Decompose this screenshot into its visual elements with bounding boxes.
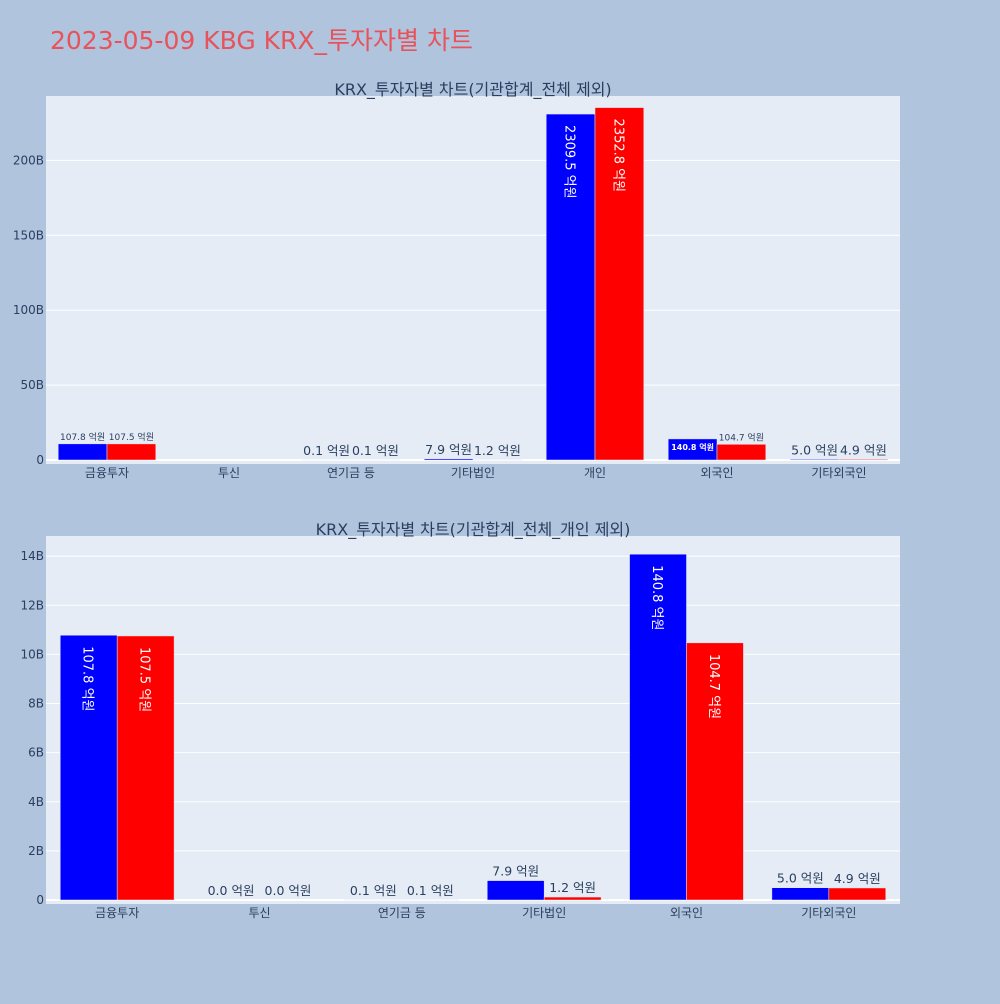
bar-series-2 (544, 897, 601, 900)
x-tick-label: 외국인 (670, 906, 703, 920)
x-tick-label: 기타법인 (522, 906, 566, 920)
page-title: 2023-05-09 KBG KRX_투자자별 차트 (50, 26, 473, 55)
x-tick-label: 기타법인 (451, 466, 495, 480)
data-label: 140.8 억원 (649, 565, 664, 630)
data-label: 5.0 억원 (777, 871, 824, 886)
y-tick-label: 14B (20, 549, 44, 563)
bar-series-1 (487, 881, 544, 900)
y-tick-label: 12B (20, 598, 44, 612)
data-label: 0.0 억원 (208, 883, 255, 898)
y-tick-label: 4B (28, 795, 44, 809)
chart-title: KRX_투자자별 차트(기관합계_전체 제외) (334, 80, 611, 100)
data-label: 2352.8 억원 (610, 119, 625, 193)
data-label: 7.9 억원 (425, 442, 472, 457)
x-tick-label: 연기금 등 (327, 466, 375, 480)
y-tick-label: 6B (28, 746, 44, 760)
bar-series-1 (772, 888, 829, 900)
chart-bottom: 0 2B 4B 6B 8B 10B 12B 14B KRX_투자자별 차트(기관합계_전체_개인… (20, 520, 900, 920)
x-tick-label: 금융투자 (85, 466, 129, 480)
data-label: 0.1 억원 (350, 883, 397, 898)
data-label: 4.9 억원 (834, 871, 881, 886)
x-tick-label: 기타외국인 (801, 906, 856, 920)
plot-area (46, 96, 900, 464)
data-label: 0.0 억원 (265, 883, 312, 898)
y-tick-label: 100B (13, 303, 44, 317)
chart-title: KRX_투자자별 차트(기관합계_전체_개인 제외) (316, 520, 631, 540)
x-tick-label: 금융투자 (95, 906, 139, 920)
y-tick-label: 150B (13, 228, 44, 242)
bar-series-1 (58, 444, 107, 460)
y-tick-label: 50B (20, 378, 44, 392)
x-tick-label: 외국인 (700, 466, 733, 480)
data-label: 104.7 억원 (706, 654, 721, 719)
chart-top: 0 50B 100B 150B 200B KRX_투자자별 차트(기관합계_전체 제외) 금… (13, 80, 900, 480)
bar-series-2 (829, 888, 886, 900)
x-tick-label: 연기금 등 (378, 906, 426, 920)
data-label: 107.8 억원 (80, 646, 95, 711)
data-label: 1.2 억원 (549, 880, 596, 895)
data-label: 0.1 억원 (303, 443, 350, 458)
bar-series-1 (790, 459, 839, 460)
bar-series-1 (424, 459, 473, 460)
bar-series-2 (839, 459, 888, 460)
data-label: 5.0 억원 (791, 442, 838, 457)
bar-series-2 (107, 444, 156, 460)
data-label: 0.1 억원 (352, 443, 399, 458)
x-tick-label: 개인 (584, 466, 606, 480)
bar-series-2 (717, 444, 766, 460)
data-label: 0.1 억원 (407, 883, 454, 898)
data-label: 1.2 억원 (474, 443, 521, 458)
data-label: 4.9 억원 (840, 442, 887, 457)
data-label: 7.9 억원 (492, 864, 539, 879)
x-tick-label: 투신 (248, 906, 270, 920)
y-tick-label: 200B (13, 153, 44, 167)
data-label: 140.8 억원 (671, 442, 714, 452)
y-tick-label: 0 (36, 893, 44, 907)
y-tick-label: 0 (36, 453, 44, 467)
y-tick-label: 2B (28, 844, 44, 858)
data-label: 2309.5 억원 (562, 125, 577, 199)
y-tick-label: 10B (20, 647, 44, 661)
y-tick-label: 8B (28, 697, 44, 711)
data-label: 104.7 억원 (719, 431, 764, 443)
data-label: 107.8 억원 (60, 431, 105, 443)
data-label: 107.5 억원 (137, 647, 152, 712)
x-tick-label: 기타외국인 (811, 466, 866, 480)
data-label: 107.5 억원 (109, 431, 154, 443)
x-tick-label: 투신 (218, 466, 240, 480)
